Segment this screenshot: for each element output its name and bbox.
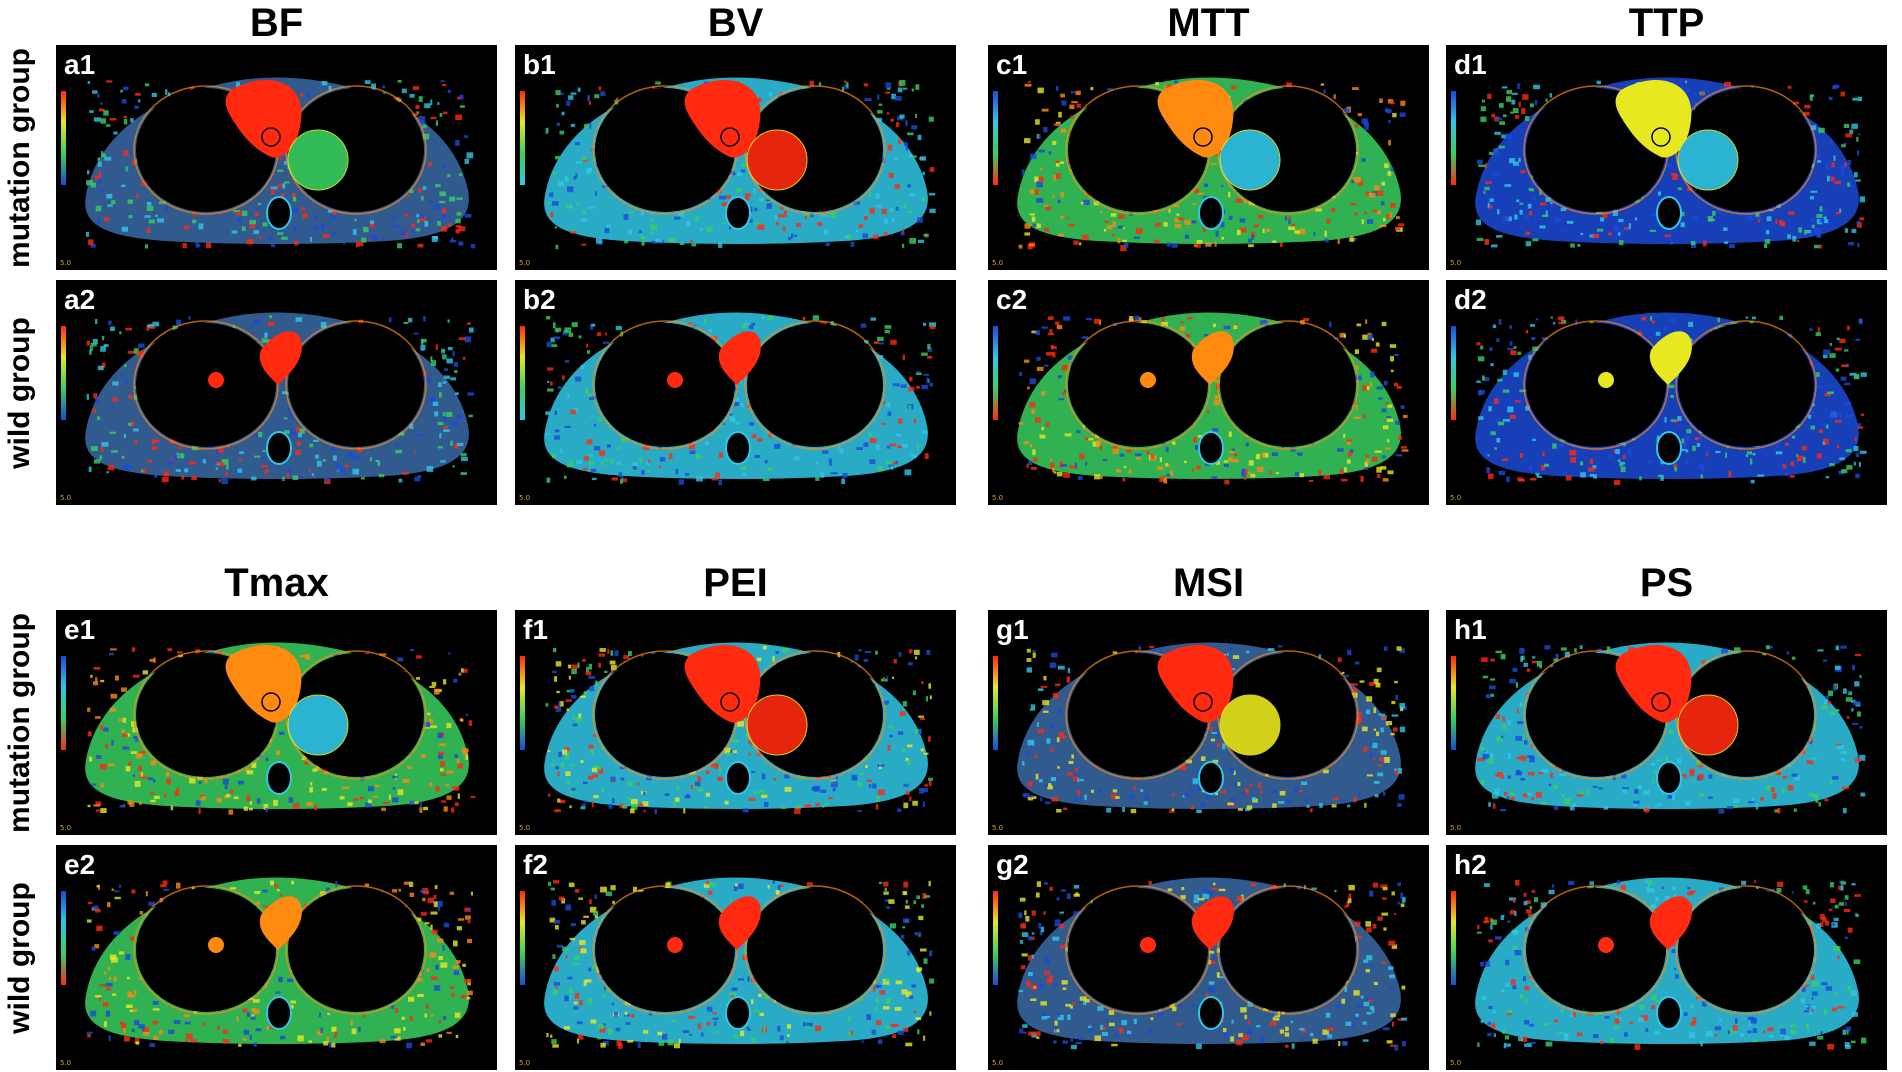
colorbar	[520, 891, 525, 985]
ct-slice-image: 5.0	[60, 312, 474, 502]
panel-corner-label: 5.0	[60, 259, 71, 267]
row-label: mutation group	[0, 610, 40, 835]
row-label-text: mutation group	[3, 612, 36, 833]
image-panel: 5.0 f2	[515, 845, 956, 1070]
ct-slice-image: 5.0	[60, 77, 476, 267]
colorbar	[61, 326, 66, 420]
panel-letter: d2	[1454, 284, 1487, 315]
column-title: MTT	[1167, 1, 1250, 45]
colorbar	[993, 656, 998, 750]
row-label-text: wild group	[3, 316, 37, 469]
panel-corner-label: 5.0	[1450, 494, 1461, 502]
ct-slice-image: 5.0	[519, 77, 936, 267]
panel-letter: c2	[996, 284, 1028, 315]
colorbar	[520, 91, 525, 185]
row-label-text: mutation group	[3, 47, 36, 268]
panel-corner-label: 5.0	[519, 259, 530, 267]
colorbar	[61, 891, 66, 985]
ct-slice-image: 5.0	[992, 312, 1409, 502]
ct-slice-image: 5.0	[60, 642, 476, 832]
ct-slice-image: 5.0	[60, 877, 473, 1067]
panel-corner-label: 5.0	[60, 824, 71, 832]
panel-letter: h1	[1454, 614, 1487, 645]
image-panel: 5.0 c1	[988, 45, 1429, 270]
image-panel: 5.0 c2	[988, 280, 1429, 505]
ct-slice-image: 5.0	[1450, 312, 1867, 502]
column-title: PEI	[703, 561, 768, 605]
image-panel: 5.0 d2	[1446, 280, 1887, 505]
panel-letter: e2	[64, 849, 96, 880]
panel-corner-label: 5.0	[1450, 259, 1461, 267]
panel-corner-label: 5.0	[519, 494, 530, 502]
ct-slice-image: 5.0	[519, 642, 933, 832]
panel-letter: e1	[64, 614, 96, 645]
panel-corner-label: 5.0	[992, 494, 1003, 502]
image-panel: 5.0 d1	[1446, 45, 1887, 270]
ct-slice-image: 5.0	[1450, 77, 1865, 267]
panel-corner-label: 5.0	[60, 494, 71, 502]
column-title: MSI	[1172, 561, 1245, 605]
panel-letter: g1	[996, 614, 1029, 645]
image-panel: 5.0 a2	[56, 280, 497, 505]
colorbar	[520, 656, 525, 750]
column-title: Tmax	[224, 561, 329, 605]
panel-letter: a2	[64, 284, 96, 315]
colorbar	[1451, 891, 1456, 985]
image-panel: 5.0 b2	[515, 280, 956, 505]
panel-corner-label: 5.0	[992, 259, 1003, 267]
panel-corner-label: 5.0	[1450, 1059, 1461, 1067]
colorbar	[61, 91, 66, 185]
colorbar	[1451, 326, 1456, 420]
column-title: PS	[1639, 561, 1694, 605]
colorbar	[993, 326, 998, 420]
image-panel: 5.0 a1	[56, 45, 497, 270]
image-panel: 5.0 g2	[988, 845, 1429, 1070]
panel-letter: d1	[1454, 49, 1487, 80]
panel-letter: b2	[523, 284, 556, 315]
ct-slice-image: 5.0	[992, 642, 1407, 832]
ct-slice-image: 5.0	[519, 877, 935, 1067]
colorbar	[993, 91, 998, 185]
image-panel: 5.0 h1	[1446, 610, 1887, 835]
image-panel: 5.0 b1	[515, 45, 956, 270]
ct-slice-image: 5.0	[1450, 642, 1866, 832]
colorbar	[1451, 656, 1456, 750]
colorbar	[520, 326, 525, 420]
panel-letter: h2	[1454, 849, 1487, 880]
panel-letter: b1	[523, 49, 556, 80]
panel-corner-label: 5.0	[1450, 824, 1461, 832]
image-panel: 5.0 e2	[56, 845, 497, 1070]
image-panel: 5.0 f1	[515, 610, 956, 835]
panel-letter: a1	[64, 49, 96, 80]
ct-slice-image: 5.0	[1450, 877, 1867, 1067]
panel-letter: f2	[523, 849, 548, 880]
panel-letter: g2	[996, 849, 1029, 880]
colorbar	[1451, 91, 1456, 185]
row-label-text: wild group	[3, 881, 37, 1034]
colorbar	[993, 891, 998, 985]
ct-slice-image: 5.0	[992, 877, 1407, 1067]
column-title: TTP	[1628, 1, 1705, 45]
panel-letter: f1	[523, 614, 548, 645]
image-panel: 5.0 h2	[1446, 845, 1887, 1070]
panel-corner-label: 5.0	[992, 824, 1003, 832]
ct-slice-image: 5.0	[519, 312, 936, 502]
column-title: BF	[249, 1, 304, 45]
image-panel: 5.0 e1	[56, 610, 497, 835]
row-label: mutation group	[0, 45, 40, 270]
ct-slice-image: 5.0	[992, 77, 1406, 267]
panel-corner-label: 5.0	[992, 1059, 1003, 1067]
column-title: BV	[707, 1, 764, 45]
row-label: wild group	[0, 845, 40, 1070]
colorbar	[61, 656, 66, 750]
panel-corner-label: 5.0	[519, 1059, 530, 1067]
row-label: wild group	[0, 280, 40, 505]
panel-corner-label: 5.0	[519, 824, 530, 832]
panel-letter: c1	[996, 49, 1028, 80]
image-panel: 5.0 g1	[988, 610, 1429, 835]
panel-corner-label: 5.0	[60, 1059, 71, 1067]
